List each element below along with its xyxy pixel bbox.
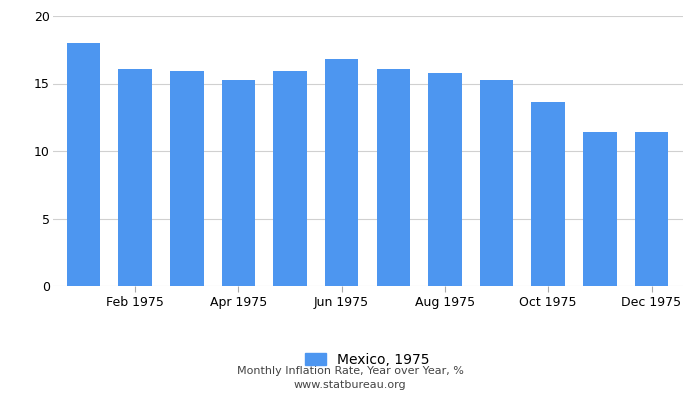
Text: www.statbureau.org: www.statbureau.org: [294, 380, 406, 390]
Bar: [480, 80, 513, 286]
Bar: [66, 44, 100, 286]
Bar: [273, 71, 307, 286]
Bar: [531, 102, 565, 286]
Bar: [118, 68, 152, 286]
Bar: [583, 132, 617, 286]
Bar: [222, 80, 256, 286]
Bar: [170, 71, 204, 286]
Bar: [428, 72, 462, 286]
Legend: Mexico, 1975: Mexico, 1975: [300, 347, 435, 372]
Bar: [635, 132, 668, 286]
Bar: [377, 69, 410, 286]
Text: Monthly Inflation Rate, Year over Year, %: Monthly Inflation Rate, Year over Year, …: [237, 366, 463, 376]
Bar: [325, 59, 358, 286]
